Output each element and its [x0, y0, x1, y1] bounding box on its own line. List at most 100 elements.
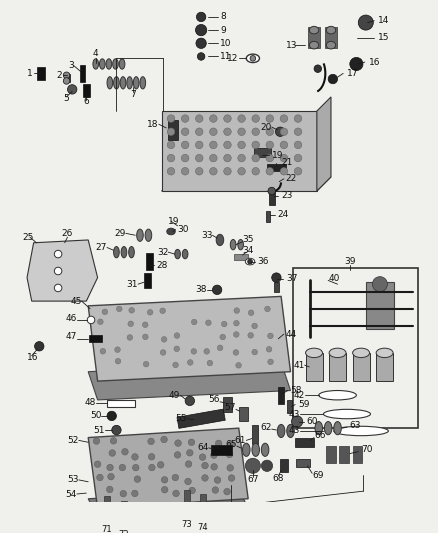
Circle shape [224, 115, 231, 123]
Bar [37, 67, 46, 80]
Circle shape [266, 141, 274, 149]
Circle shape [167, 128, 175, 135]
Bar [233, 254, 248, 260]
Polygon shape [88, 428, 248, 508]
Text: 55: 55 [176, 414, 187, 423]
Circle shape [142, 322, 148, 328]
Circle shape [214, 477, 221, 483]
Circle shape [217, 345, 223, 351]
Circle shape [115, 347, 120, 352]
Circle shape [215, 440, 222, 447]
Circle shape [245, 458, 261, 473]
Circle shape [238, 167, 245, 175]
Circle shape [54, 284, 62, 292]
Text: 32: 32 [157, 248, 168, 257]
Text: 11: 11 [220, 52, 231, 61]
Polygon shape [162, 177, 331, 191]
Circle shape [148, 464, 155, 471]
Circle shape [350, 58, 363, 70]
Bar [295, 438, 314, 447]
Circle shape [211, 464, 217, 470]
Text: 40: 40 [328, 274, 339, 283]
Polygon shape [107, 400, 135, 407]
Ellipse shape [309, 42, 319, 49]
Circle shape [280, 155, 288, 162]
Circle shape [181, 141, 189, 149]
Text: 68: 68 [272, 473, 284, 482]
Text: 41: 41 [293, 361, 305, 369]
Ellipse shape [323, 409, 371, 419]
Text: 49: 49 [169, 391, 180, 400]
Ellipse shape [145, 229, 152, 241]
Circle shape [181, 155, 189, 162]
Circle shape [227, 465, 233, 471]
Circle shape [132, 454, 138, 460]
Circle shape [220, 334, 226, 340]
Circle shape [147, 310, 153, 315]
Circle shape [87, 316, 95, 324]
Bar [296, 459, 310, 467]
Bar [120, 500, 127, 531]
Circle shape [195, 167, 203, 175]
Bar [65, 74, 70, 82]
Circle shape [185, 396, 194, 406]
Text: 35: 35 [243, 236, 254, 245]
Text: 37: 37 [286, 274, 297, 283]
Circle shape [248, 259, 252, 264]
Circle shape [63, 72, 70, 78]
Ellipse shape [129, 247, 134, 258]
Ellipse shape [306, 348, 322, 358]
Circle shape [127, 335, 133, 340]
Circle shape [222, 321, 227, 327]
Circle shape [185, 461, 192, 467]
Circle shape [67, 85, 77, 94]
Ellipse shape [243, 443, 250, 456]
Circle shape [122, 448, 128, 455]
Polygon shape [88, 362, 290, 400]
Circle shape [210, 115, 217, 123]
Ellipse shape [325, 422, 332, 435]
Text: 31: 31 [127, 280, 138, 289]
Circle shape [252, 349, 258, 355]
Circle shape [212, 487, 219, 494]
Circle shape [252, 141, 259, 149]
Text: 23: 23 [281, 191, 293, 200]
Polygon shape [88, 489, 248, 518]
Circle shape [117, 306, 122, 312]
Circle shape [207, 360, 213, 366]
Text: 71: 71 [102, 526, 112, 533]
Circle shape [276, 127, 285, 136]
Circle shape [266, 128, 274, 135]
Circle shape [224, 167, 231, 175]
Circle shape [54, 251, 62, 258]
Bar [252, 425, 258, 444]
Polygon shape [88, 296, 290, 381]
Polygon shape [317, 97, 331, 191]
Circle shape [238, 128, 245, 135]
Ellipse shape [309, 26, 319, 34]
Ellipse shape [127, 77, 132, 89]
Text: 47: 47 [66, 333, 77, 341]
Text: 44: 44 [286, 329, 297, 338]
Ellipse shape [175, 249, 180, 259]
Circle shape [93, 438, 100, 445]
Text: 7: 7 [131, 90, 136, 99]
Circle shape [250, 55, 256, 61]
Bar [177, 409, 225, 429]
Bar [329, 353, 346, 381]
Circle shape [110, 438, 117, 444]
Ellipse shape [137, 229, 143, 241]
Bar [339, 446, 349, 463]
Circle shape [236, 362, 241, 368]
Circle shape [187, 449, 193, 456]
Ellipse shape [120, 77, 126, 89]
Text: 21: 21 [281, 158, 293, 167]
Ellipse shape [261, 443, 269, 456]
Circle shape [196, 12, 206, 22]
Text: 22: 22 [286, 174, 297, 183]
Circle shape [157, 462, 164, 468]
Circle shape [167, 155, 175, 162]
Text: 20: 20 [260, 123, 272, 132]
Bar [353, 446, 362, 463]
Text: 1: 1 [27, 69, 33, 78]
